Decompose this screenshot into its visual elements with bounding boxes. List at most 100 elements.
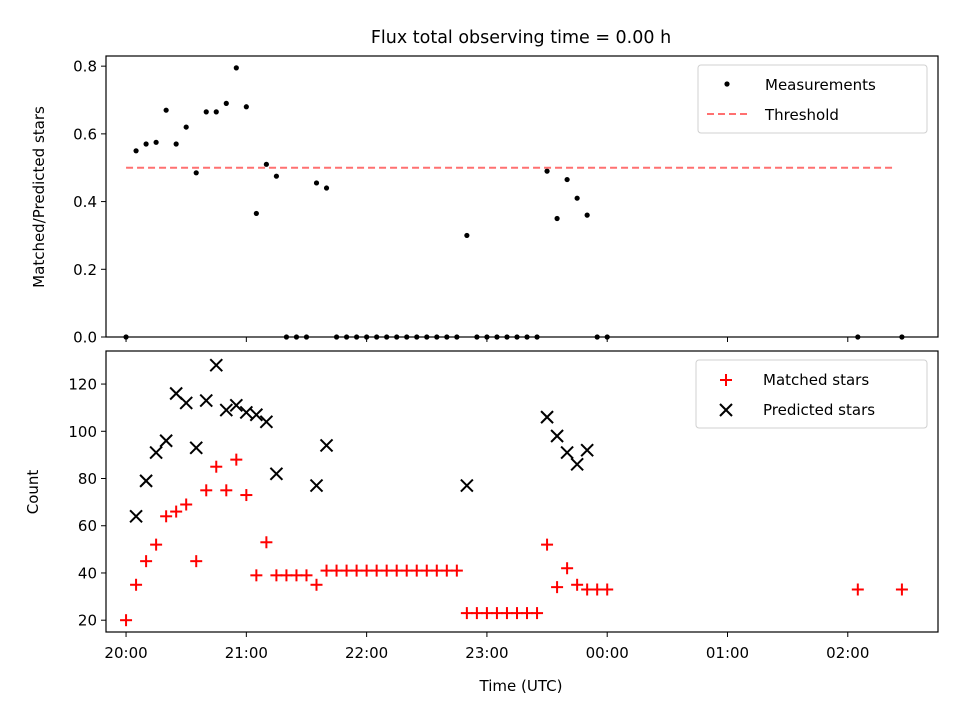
measurement-point xyxy=(313,180,320,186)
measurement-point xyxy=(604,334,610,340)
count-plot: 20 40 60 80 100 120 20:00 21:00 22:00 23:00 00:00… xyxy=(24,350,939,695)
measurement-point xyxy=(374,334,380,340)
y-tick-label: 0.6 xyxy=(73,125,97,143)
measurement-point xyxy=(424,334,430,340)
measurement-point xyxy=(343,334,350,340)
matched-star-point xyxy=(250,569,263,582)
predicted-star-point xyxy=(149,445,163,460)
matched-star-point xyxy=(370,564,383,577)
matched-star-point xyxy=(160,510,173,523)
ratio-points xyxy=(123,65,905,340)
matched-star-point xyxy=(480,607,493,620)
y-tick-label: 0.0 xyxy=(73,329,97,347)
measurement-point xyxy=(384,334,390,340)
matched-star-point xyxy=(470,607,483,620)
measurement-point xyxy=(474,334,480,340)
matched-star-point xyxy=(390,564,403,577)
ratio-plot: 0.00.20.40.60.8 Matched/Predicted stars … xyxy=(30,55,939,347)
matched-star-point xyxy=(310,578,323,591)
matched-star-point xyxy=(591,583,604,596)
legend-threshold-label: Threshold xyxy=(764,106,839,124)
predicted-star-point xyxy=(229,398,244,413)
measurement-point xyxy=(494,334,500,340)
y-tick-label: 0.4 xyxy=(73,193,97,211)
matched-star-point xyxy=(220,484,233,497)
y-tick-label: 0.8 xyxy=(73,58,97,76)
matched-star-point xyxy=(895,583,908,596)
predicted-star-point xyxy=(189,441,203,455)
predicted-star-point xyxy=(309,478,324,493)
y-tick-label: 100 xyxy=(68,423,97,441)
predicted-star-point xyxy=(319,438,334,453)
matched-star-point xyxy=(180,498,193,511)
legend-measurements-marker xyxy=(724,81,730,87)
measurement-point xyxy=(183,124,189,130)
ratio-y-axis-label: Matched/Predicted stars xyxy=(30,106,48,288)
predicted-star-point xyxy=(159,434,173,448)
measurement-point xyxy=(143,141,149,147)
x-tick-label: 00:00 xyxy=(586,644,629,662)
matched-star-point xyxy=(270,569,283,582)
measurement-point xyxy=(454,334,460,340)
predicted-star-point xyxy=(560,445,574,460)
matched-star-point xyxy=(380,564,393,577)
matched-star-point xyxy=(140,555,153,568)
measurement-point xyxy=(484,334,490,340)
predicted-star-point xyxy=(179,396,193,410)
legend-matched-label: Matched stars xyxy=(763,371,869,389)
measurement-point xyxy=(193,170,199,176)
matched-star-point xyxy=(410,564,423,577)
predicted-star-point xyxy=(199,393,213,408)
measurement-point xyxy=(554,215,560,222)
measurement-point xyxy=(243,104,249,110)
matched-star-point xyxy=(400,564,413,577)
matched-star-point xyxy=(350,564,363,577)
matched-star-point xyxy=(601,583,614,596)
ratio-legend-box xyxy=(697,64,928,134)
predicted-star-point xyxy=(269,467,284,481)
predicted-star-point xyxy=(550,429,564,443)
matched-star-point xyxy=(120,614,133,627)
measurement-point xyxy=(434,334,440,340)
matched-star-point xyxy=(300,569,313,582)
matched-star-point xyxy=(190,555,203,568)
count-y-axis-label: Count xyxy=(24,470,42,515)
matched-star-point xyxy=(210,460,223,473)
matched-star-point xyxy=(420,564,433,577)
count-plot-frame xyxy=(105,350,939,633)
y-tick-label: 120 xyxy=(68,376,97,394)
x-tick-label: 02:00 xyxy=(826,644,869,662)
matched-star-point xyxy=(551,581,564,594)
measurement-point xyxy=(594,334,600,340)
x-tick-label: 22:00 xyxy=(345,644,388,662)
measurement-point xyxy=(899,334,905,340)
y-tick-label: 80 xyxy=(78,470,97,488)
matched-star-point xyxy=(260,536,273,549)
measurement-point xyxy=(253,210,259,217)
y-tick-label: 40 xyxy=(78,564,97,582)
matched-star-point xyxy=(500,607,513,620)
ratio-legend: Measurements Threshold xyxy=(697,64,928,134)
legend-predicted-marker xyxy=(719,403,733,417)
predicted-star-point xyxy=(209,358,223,372)
matched-star-point xyxy=(510,607,523,620)
y-tick-label: 60 xyxy=(78,517,97,535)
matched-star-point xyxy=(851,583,864,596)
predicted-star-point xyxy=(540,410,554,424)
matched-star-point xyxy=(460,607,473,620)
predicted-star-point xyxy=(570,457,584,472)
matched-star-point xyxy=(230,453,243,466)
measurement-point xyxy=(444,334,450,340)
predicted-star-point xyxy=(249,408,264,422)
measurement-point xyxy=(163,107,169,113)
measurement-point xyxy=(564,176,570,183)
matched-star-point xyxy=(561,562,574,575)
measurement-point xyxy=(544,168,550,174)
predicted-star-point xyxy=(239,405,254,420)
measurement-point xyxy=(133,148,139,154)
measurement-point xyxy=(323,185,330,191)
x-axis-label: Time (UTC) xyxy=(479,677,563,695)
predicted-star-point xyxy=(219,403,233,417)
count-legend-box xyxy=(695,359,928,429)
